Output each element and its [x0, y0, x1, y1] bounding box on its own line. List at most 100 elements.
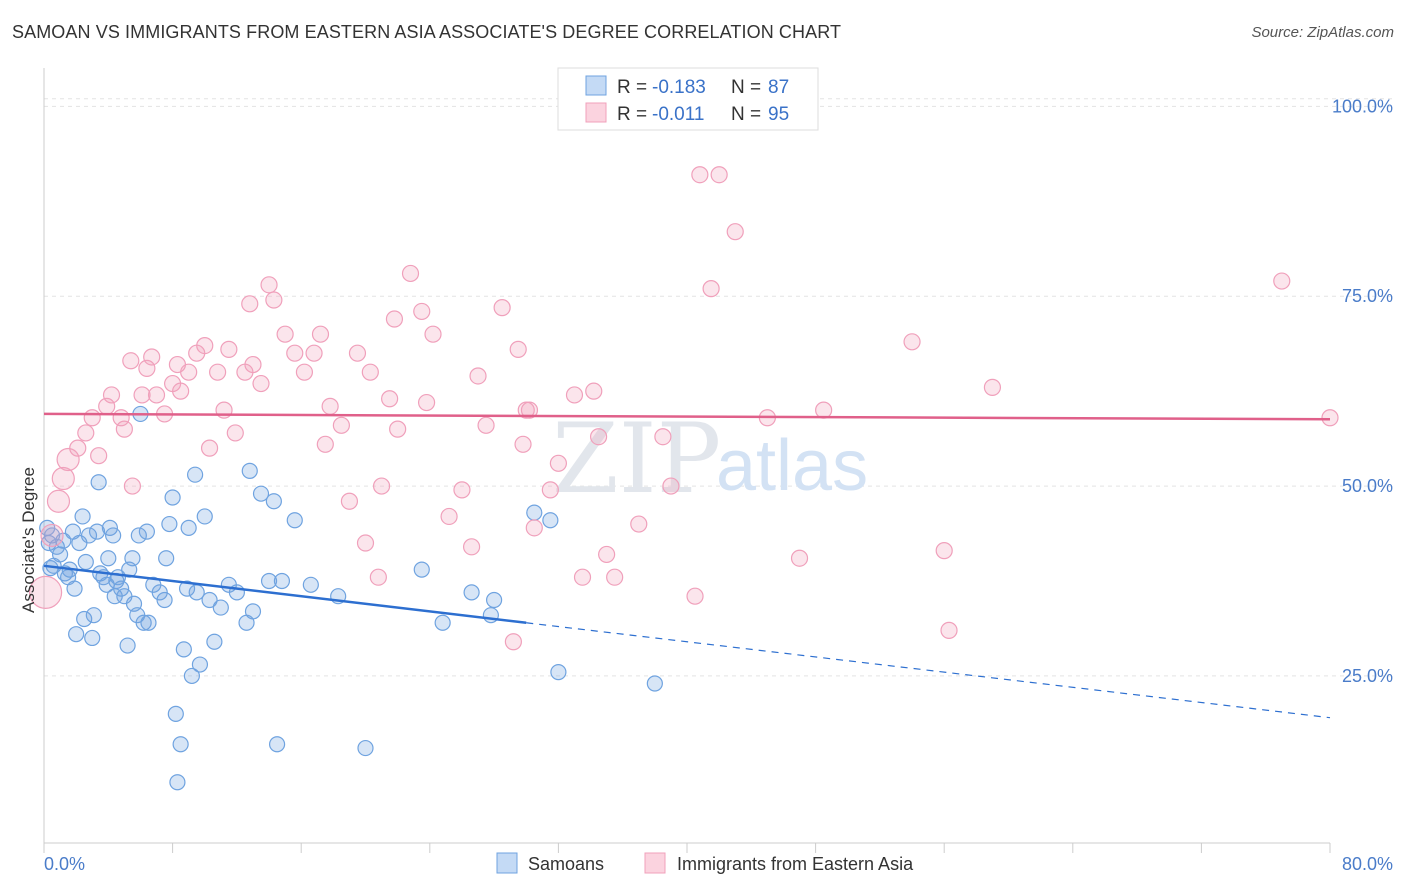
samoans-point-48	[161, 515, 178, 533]
samoans-point-78	[413, 561, 430, 578]
legend-r-eastern-asia: -0.011	[652, 104, 704, 125]
samoans-point-34	[119, 637, 136, 654]
watermark: ZIP atlas	[552, 403, 868, 515]
samoans-point-83	[526, 504, 543, 521]
eastern-asia-point-46	[348, 344, 367, 362]
y-tick-label-3: 100.0%	[1332, 96, 1393, 116]
eastern-asia-point-74	[585, 382, 603, 400]
eastern-asia-point-25	[196, 336, 214, 355]
eastern-asia-point-7	[83, 409, 101, 427]
eastern-asia-point-47	[356, 534, 375, 552]
eastern-asia-point-26	[200, 439, 219, 457]
samoans-point-62	[206, 633, 223, 650]
series-legend-swatch-samoans[interactable]	[496, 852, 518, 874]
x-tick-labels: 0.0% 80.0%	[44, 854, 1393, 874]
eastern-asia-point-64	[504, 633, 522, 651]
samoans-point-60	[196, 508, 213, 525]
eastern-asia-point-3	[51, 466, 75, 491]
eastern-asia-point-50	[372, 477, 391, 495]
y-tick-labels: 25.0% 50.0% 75.0% 100.0%	[1332, 96, 1393, 686]
eastern-asia-point-29	[220, 340, 238, 358]
eastern-asia-point-81	[686, 587, 704, 605]
eastern-asia-point-63	[493, 299, 511, 317]
eastern-asia-point-14	[123, 477, 142, 495]
eastern-asia-point-61	[469, 367, 487, 385]
eastern-asia-point-22	[172, 382, 190, 400]
samoans-point-86	[646, 675, 663, 692]
eastern-asia-trend-line	[43, 412, 1331, 421]
samoans-point-77	[357, 739, 374, 757]
eastern-asia-point-38	[286, 344, 304, 362]
eastern-asia-point-94	[1321, 409, 1339, 427]
eastern-asia-point-0	[29, 575, 63, 609]
samoans-point-47	[158, 550, 175, 567]
samoans-point-42	[138, 523, 155, 540]
eastern-asia-point-23	[180, 363, 198, 381]
eastern-asia-point-8	[90, 447, 108, 465]
samoans-point-36	[124, 550, 141, 567]
legend-n-eastern-asia: 95	[768, 104, 789, 125]
samoans-point-56	[183, 667, 200, 685]
samoans-point-70	[260, 572, 278, 590]
series-legend-swatch-eastern-asia[interactable]	[644, 852, 666, 874]
samoans-point-84	[542, 512, 559, 529]
samoans-point-43	[140, 614, 157, 631]
legend-n-label-eastern-asia: N =	[731, 104, 761, 125]
samoans-point-21	[88, 523, 106, 540]
eastern-asia-point-78	[630, 515, 648, 533]
eastern-asia-point-42	[316, 435, 334, 453]
eastern-asia-point-62	[477, 416, 495, 434]
eastern-asia-point-82	[691, 166, 709, 184]
eastern-asia-point-48	[361, 363, 379, 381]
eastern-asia-point-27	[209, 363, 227, 381]
samoans-point-85	[550, 664, 567, 681]
series-legend-samoans[interactable]: Samoans	[528, 854, 604, 874]
eastern-asia-point-17	[143, 348, 161, 366]
eastern-asia-point-80	[662, 477, 680, 495]
eastern-asia-point-92	[983, 378, 1002, 396]
eastern-asia-point-72	[565, 386, 584, 404]
y-tick-label-2: 75.0%	[1342, 286, 1393, 306]
samoans-point-18	[80, 527, 98, 544]
x-tick-label-max: 80.0%	[1342, 854, 1393, 874]
samoans-point-73	[273, 572, 291, 590]
y-tick-label-0: 25.0%	[1342, 666, 1393, 686]
samoans-point-41	[135, 614, 152, 631]
samoans-point-49	[164, 489, 181, 506]
samoans-point-50	[167, 705, 184, 723]
samoans-point-12	[66, 580, 83, 597]
samoans-point-68	[244, 603, 262, 620]
eastern-asia-point-36	[265, 291, 283, 309]
samoans-point-6	[51, 546, 69, 563]
samoans-point-55	[180, 519, 197, 536]
eastern-asia-point-93	[1273, 272, 1291, 290]
eastern-asia-point-77	[606, 568, 624, 586]
trend-lines	[43, 412, 1331, 719]
eastern-asia-point-83	[702, 280, 720, 298]
samoans-point-69	[252, 485, 270, 502]
legend-n-samoans: 87	[768, 77, 789, 98]
x-tick-label-min: 0.0%	[44, 854, 85, 874]
eastern-asia-point-68	[520, 401, 539, 419]
eastern-asia-point-33	[244, 355, 262, 374]
eastern-asia-point-32	[241, 295, 259, 313]
samoans-point-46	[156, 591, 173, 609]
eastern-asia-point-85	[726, 223, 744, 241]
samoans-points	[39, 405, 663, 791]
eastern-asia-point-65	[509, 340, 527, 358]
series-legend-eastern-asia[interactable]: Immigrants from Eastern Asia	[677, 854, 914, 874]
eastern-asia-point-45	[340, 492, 359, 510]
samoans-point-51	[169, 774, 186, 791]
chart-title: SAMOAN VS IMMIGRANTS FROM EASTERN ASIA A…	[12, 22, 842, 42]
samoans-trend-line	[43, 564, 527, 625]
samoans-point-74	[286, 512, 303, 529]
eastern-asia-point-57	[424, 325, 442, 343]
eastern-asia-point-90	[935, 542, 953, 560]
samoans-point-20	[85, 607, 102, 624]
series-legend: Samoans Immigrants from Eastern Asia	[496, 852, 914, 874]
samoans-point-52	[172, 736, 189, 753]
eastern-asia-point-58	[440, 507, 458, 526]
eastern-asia-point-15	[133, 386, 151, 404]
eastern-asia-point-76	[598, 545, 616, 564]
